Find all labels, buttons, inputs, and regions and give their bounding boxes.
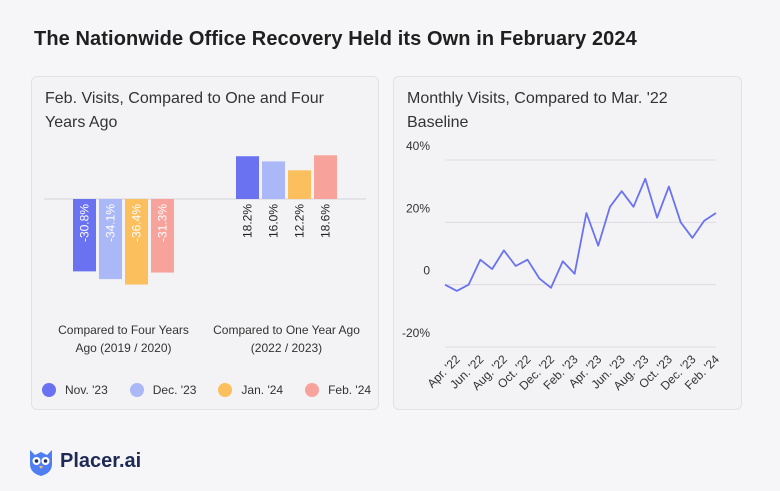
owl-logo-icon (30, 450, 52, 476)
category-label: Compared to One Year Ago (213, 323, 360, 337)
bar-chart: -30.8% 18.2% -34.1% 16.0% -36.4% 12.2% -31.3% 1… (44, 155, 366, 355)
data-label: -30.8% (78, 204, 92, 242)
legend-item-dec23[interactable]: Dec. '23 (129, 383, 197, 397)
bar (73, 199, 96, 272)
category-label: Compared to Four Years (58, 323, 189, 337)
legend: Nov. '23 Dec. '23 Jan. '24 Feb. '24 (42, 383, 372, 397)
bar (125, 199, 148, 285)
data-label: 18.6% (319, 204, 333, 238)
bar (288, 170, 311, 199)
category-label: Ago (2019 / 2020) (75, 341, 171, 355)
brand: Placer.ai (28, 446, 141, 476)
bar (314, 155, 337, 199)
series-line (444, 177, 717, 292)
legend-label: Nov. '23 (65, 383, 108, 397)
data-label: 16.0% (267, 204, 281, 238)
y-tick-label: -20% (402, 326, 430, 340)
y-tick-label: 20% (406, 201, 430, 215)
bar-chart-card: Feb. Visits, Compared to One and Four Ye… (31, 76, 379, 410)
y-tick-label: 0 (423, 264, 430, 278)
data-label: 12.2% (293, 204, 307, 238)
bar (236, 156, 259, 199)
line-chart-title: Monthly Visits, Compared to Mar. '22 Bas… (407, 90, 668, 131)
legend-label: Feb. '24 (328, 383, 372, 397)
bar-chart-title: Feb. Visits, Compared to One and Four Ye… (45, 90, 324, 131)
legend-swatch-jan24 (218, 383, 233, 397)
data-label: 18.2% (241, 204, 255, 238)
line-chart-card: Monthly Visits, Compared to Mar. '22 Bas… (393, 76, 742, 410)
legend-swatch-nov23 (42, 383, 56, 397)
legend-item-feb24[interactable]: Feb. '24 (305, 383, 371, 397)
category-label: (2022 / 2023) (251, 341, 322, 355)
data-label: -34.1% (104, 204, 118, 242)
brand-name: Placer.ai (60, 449, 142, 472)
bar (262, 161, 285, 199)
bar (151, 199, 174, 273)
legend-swatch-feb24 (305, 383, 320, 397)
data-label: -31.3% (156, 204, 170, 242)
legend-label: Dec. '23 (152, 383, 197, 397)
legend-label: Jan. '24 (241, 383, 284, 397)
bar (99, 199, 122, 280)
data-label: -36.4% (130, 204, 144, 242)
page-title: The Nationwide Office Recovery Held its … (34, 28, 637, 50)
y-tick-label: 40% (406, 139, 430, 153)
legend-swatch-dec23 (129, 383, 144, 397)
legend-item-jan24[interactable]: Jan. '24 (218, 383, 283, 397)
legend-item-nov23[interactable]: Nov. '23 (42, 383, 108, 397)
